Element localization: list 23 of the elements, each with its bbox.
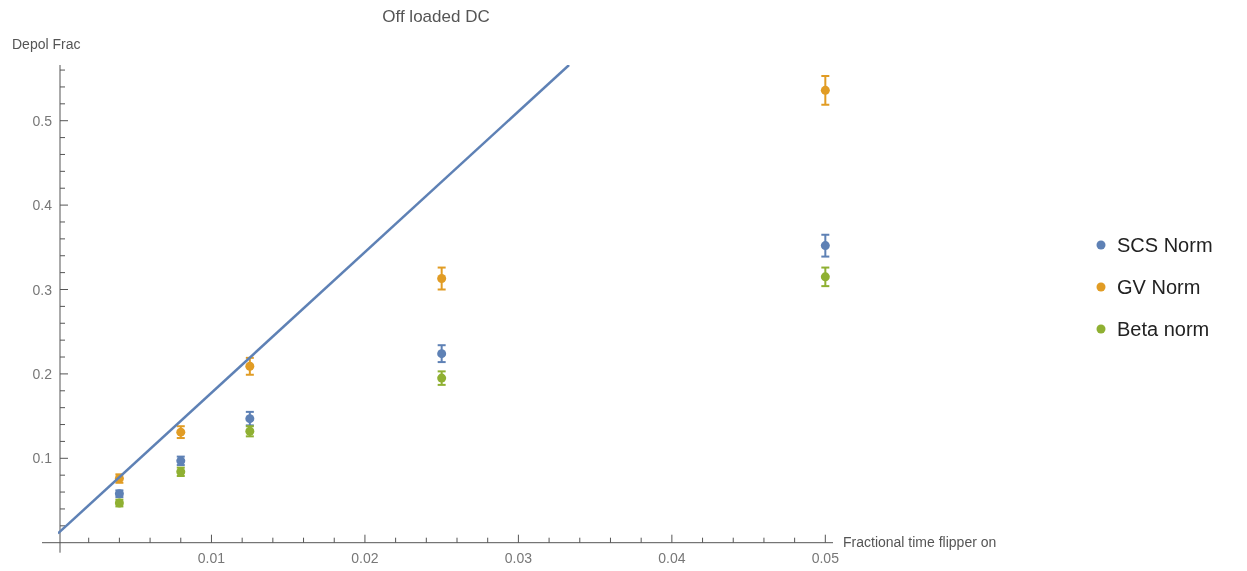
x-tick-label: 0.04: [658, 549, 686, 566]
x-tick-label: 0.02: [351, 549, 379, 566]
y-axis-title: Depol Frac: [12, 36, 81, 52]
y-tick-label: 0.4: [32, 197, 53, 214]
point: [437, 349, 447, 359]
point: [437, 274, 447, 284]
point: [820, 241, 830, 251]
legend-label: GV Norm: [1117, 276, 1201, 298]
point: [245, 361, 255, 371]
legend-label: Beta norm: [1117, 318, 1210, 340]
chart-title: Off loaded DC: [382, 7, 490, 26]
y-tick-label: 0.3: [32, 281, 53, 298]
y-tick-label: 0.5: [32, 112, 53, 129]
legend-label: SCS Norm: [1117, 234, 1213, 256]
point: [820, 85, 830, 95]
point: [245, 414, 255, 424]
x-tick-label: 0.01: [197, 549, 226, 566]
y-tick-label: 0.2: [32, 365, 53, 382]
x-tick-label: 0.03: [504, 549, 533, 566]
point: [820, 272, 830, 282]
x-tick-label: 0.05: [811, 549, 840, 566]
y-tick-label: 0.1: [32, 450, 53, 467]
x-axis-title: Fractional time flipper on: [843, 534, 997, 550]
